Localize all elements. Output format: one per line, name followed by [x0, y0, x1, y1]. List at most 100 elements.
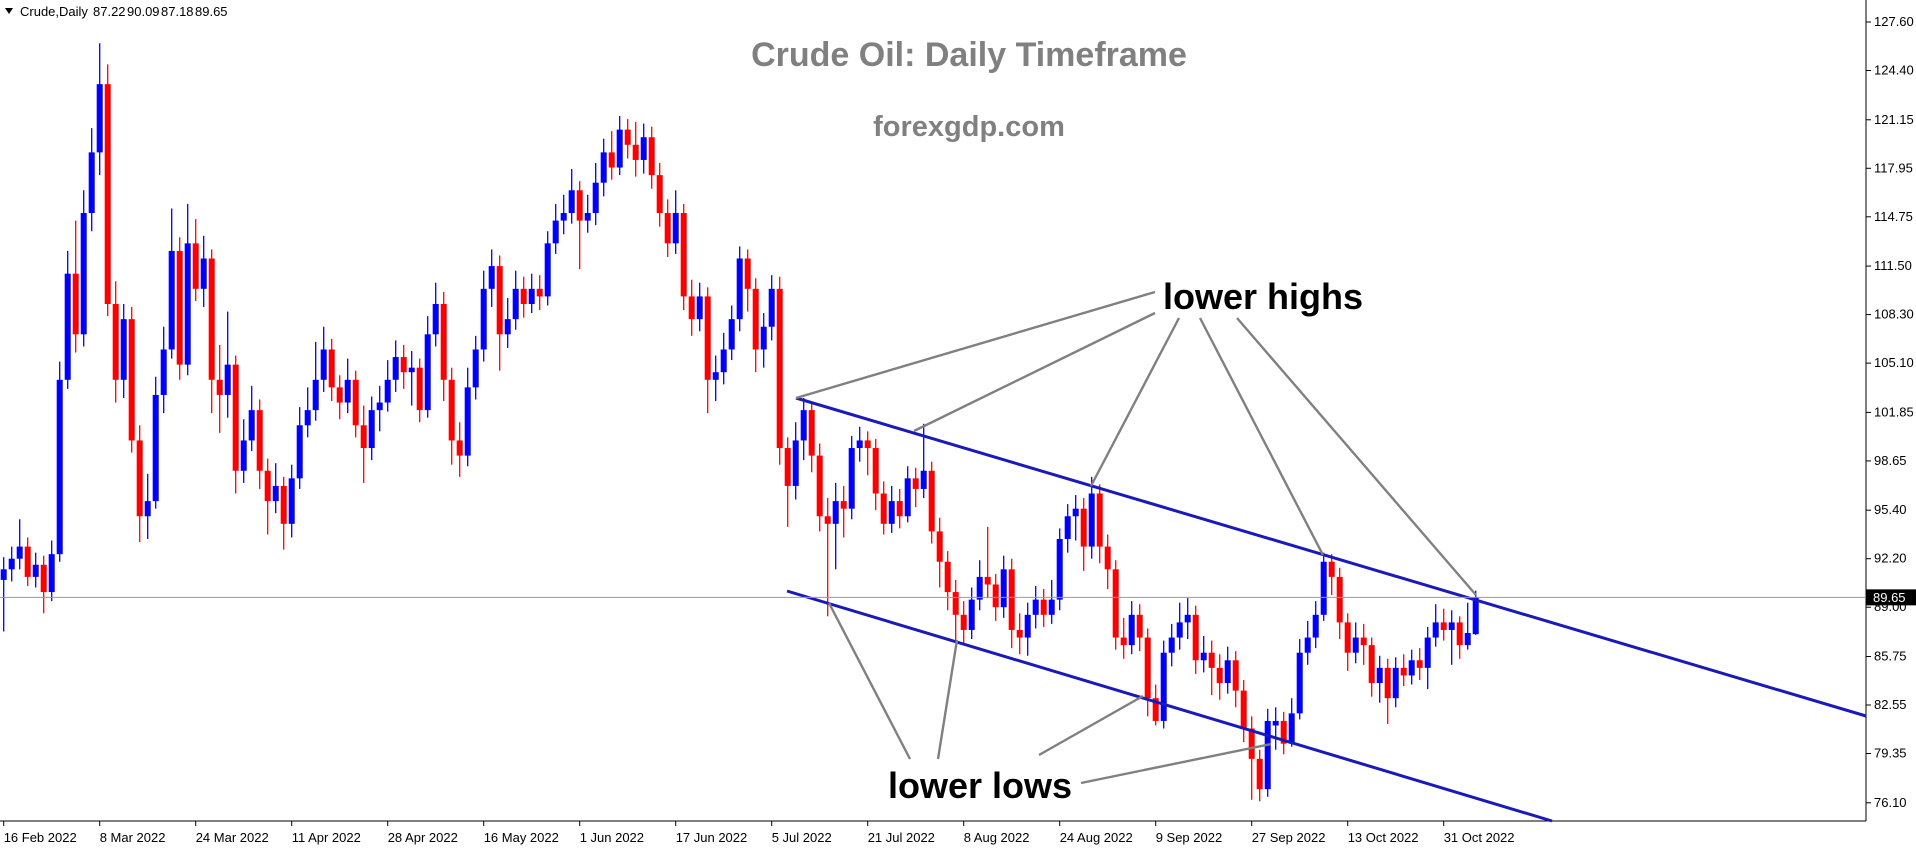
- candle-body: [1232, 660, 1239, 691]
- candle-body: [1296, 652, 1303, 714]
- candle-body: [880, 493, 887, 524]
- candle-body: [176, 250, 183, 365]
- annotation: lower highs: [1163, 276, 1363, 317]
- candle-body: [136, 440, 143, 517]
- candle-body: [384, 379, 391, 403]
- candle-body: [232, 364, 239, 471]
- candle-body: [544, 243, 551, 297]
- candle-body: [1384, 667, 1391, 699]
- candle-body: [784, 448, 791, 486]
- candle-body: [392, 357, 399, 380]
- candle-body: [1448, 622, 1455, 630]
- arrow-line: [1198, 317, 1325, 556]
- candle-body: [448, 379, 455, 441]
- candle-body: [64, 273, 71, 380]
- plot-area: [0, 43, 1479, 802]
- y-tick-label: 98.65: [1874, 453, 1907, 468]
- candle-body: [1128, 614, 1135, 646]
- candle-body: [304, 410, 311, 426]
- candle-body: [1328, 561, 1335, 577]
- y-tick-label: 127.60: [1874, 14, 1914, 29]
- ohlc-close: 89.65: [195, 4, 228, 19]
- candle-body: [576, 190, 583, 221]
- candle-body: [856, 440, 863, 449]
- x-tick-label: 17 Jun 2022: [676, 830, 748, 845]
- candle-body: [1144, 637, 1151, 699]
- y-tick-label: 79.35: [1874, 746, 1907, 761]
- candle-body: [736, 258, 743, 320]
- candle-body: [1168, 637, 1175, 653]
- candle-body: [296, 425, 303, 479]
- candle-body: [1024, 614, 1031, 638]
- candle-body: [1320, 561, 1327, 615]
- candle-body: [488, 266, 495, 289]
- y-tick-label: 108.30: [1874, 307, 1914, 322]
- candle-body: [920, 470, 927, 489]
- x-tick-label: 28 Apr 2022: [388, 830, 458, 845]
- candle-body: [32, 564, 39, 577]
- candle-body: [1160, 652, 1167, 721]
- candle-body: [864, 440, 871, 449]
- candle-body: [800, 410, 807, 441]
- candle-body: [1360, 637, 1367, 646]
- candle-body: [128, 319, 135, 441]
- candle-body: [208, 258, 215, 380]
- ohlc-open: 87.22: [93, 4, 126, 19]
- candle-body: [224, 364, 231, 395]
- candle-body: [1184, 614, 1191, 623]
- candle-body: [664, 213, 671, 244]
- candle-body: [1224, 660, 1231, 684]
- candle-body: [936, 531, 943, 562]
- candle-body: [888, 501, 895, 524]
- candle-body: [760, 326, 767, 350]
- candle-body: [1424, 637, 1431, 668]
- candle-body: [464, 387, 471, 456]
- candle-body: [168, 250, 175, 350]
- candle-body: [976, 576, 983, 600]
- channel-upper: [795, 396, 1867, 718]
- candle-body: [1304, 637, 1311, 653]
- y-tick-label: 82.55: [1874, 697, 1907, 712]
- candle-body: [1264, 720, 1271, 790]
- arrow-line: [827, 602, 912, 760]
- candle-body: [744, 258, 751, 289]
- candle-body: [1456, 622, 1463, 646]
- candle-body: [264, 470, 271, 502]
- candle-body: [1048, 599, 1055, 615]
- candle-body: [16, 546, 23, 559]
- menu-triangle: [5, 8, 13, 14]
- x-tick-label: 11 Apr 2022: [292, 830, 361, 845]
- candle-body: [520, 288, 527, 304]
- candle-body: [400, 357, 407, 373]
- candle-body: [824, 516, 831, 524]
- candle-body: [1056, 538, 1063, 600]
- candle-body: [776, 288, 783, 449]
- candle-body: [712, 372, 719, 380]
- candle-body: [696, 296, 703, 320]
- candle-body: [248, 410, 255, 441]
- candle-body: [584, 213, 591, 221]
- candle-body: [1432, 622, 1439, 638]
- arrow-line: [936, 639, 959, 760]
- candle-body: [96, 84, 103, 153]
- candle-body: [512, 288, 519, 320]
- candle-body: [504, 319, 511, 335]
- candle-body: [72, 273, 79, 335]
- candle-body: [288, 478, 295, 524]
- candle-body: [1472, 597, 1479, 635]
- candle-body: [848, 448, 855, 509]
- candle-body: [416, 367, 423, 411]
- candle-body: [408, 367, 415, 373]
- candle-body: [216, 379, 223, 395]
- candle-body: [344, 379, 351, 403]
- x-tick-label: 21 Jul 2022: [868, 830, 935, 845]
- candle-body: [1392, 667, 1399, 699]
- candle-body: [680, 213, 687, 297]
- candle-body: [472, 349, 479, 388]
- candle-body: [1256, 758, 1263, 790]
- candle-body: [376, 402, 383, 411]
- candle-body: [80, 213, 87, 335]
- arrow-line: [1089, 317, 1181, 487]
